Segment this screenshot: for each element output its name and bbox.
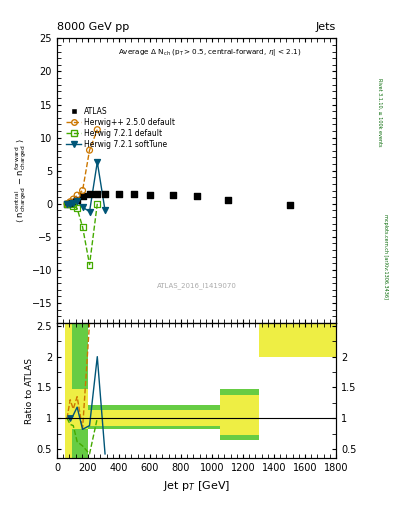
Text: Rivet 3.1.10, ≥ 100k events: Rivet 3.1.10, ≥ 100k events [377,78,382,147]
Text: Jets: Jets [316,22,336,32]
Text: ATLAS_2016_I1419070: ATLAS_2016_I1419070 [156,283,237,289]
Point [94,125,101,134]
Point [64,200,70,208]
Point [79,191,86,200]
Point [131,190,138,199]
Point [94,200,101,208]
Point [70,195,76,203]
Point [70,198,76,206]
Point [74,197,80,205]
Point [116,190,122,198]
Point [64,200,70,208]
Point [70,202,76,210]
Point [102,190,108,198]
Point [64,200,70,208]
Point [286,201,293,209]
Point [94,190,101,198]
Point [67,199,73,207]
Point [193,193,200,201]
Point [70,199,76,207]
Point [74,204,80,212]
Text: Average $\Delta$ N$_{\rm ch}$ (p$_{\rm T}$$>$0.5, central-forward, $\eta$| < 2.1: Average $\Delta$ N$_{\rm ch}$ (p$_{\rm T… [118,47,302,58]
X-axis label: Jet p$_{T}$ [GeV]: Jet p$_{T}$ [GeV] [163,479,230,493]
Point [86,190,93,199]
Legend: ATLAS, Herwig++ 2.5.0 default, Herwig 7.2.1 default, Herwig 7.2.1 softTune: ATLAS, Herwig++ 2.5.0 default, Herwig 7.… [64,105,178,151]
Point [170,191,176,199]
Point [67,414,73,422]
Point [86,207,93,216]
Y-axis label: Ratio to ATLAS: Ratio to ATLAS [25,357,34,423]
Point [79,203,86,211]
Point [86,261,93,269]
Point [147,191,153,199]
Text: mcplots.cern.ch [arXiv:1306.3436]: mcplots.cern.ch [arXiv:1306.3436] [383,214,387,298]
Point [74,191,80,199]
Point [102,206,108,215]
Text: 8000 GeV pp: 8000 GeV pp [57,22,129,32]
Point [86,146,93,154]
Point [94,158,101,166]
Point [67,200,73,208]
Point [79,186,86,195]
Point [74,196,80,204]
Point [67,200,73,208]
Point [67,198,73,206]
Y-axis label: $\langle$ n$^{\rm central}_{\rm charged}$ $-$ n$^{\rm forward}_{\rm charged}$ $\: $\langle$ n$^{\rm central}_{\rm charged}… [13,138,29,223]
Point [79,223,86,231]
Point [64,200,70,208]
Point [224,196,231,204]
